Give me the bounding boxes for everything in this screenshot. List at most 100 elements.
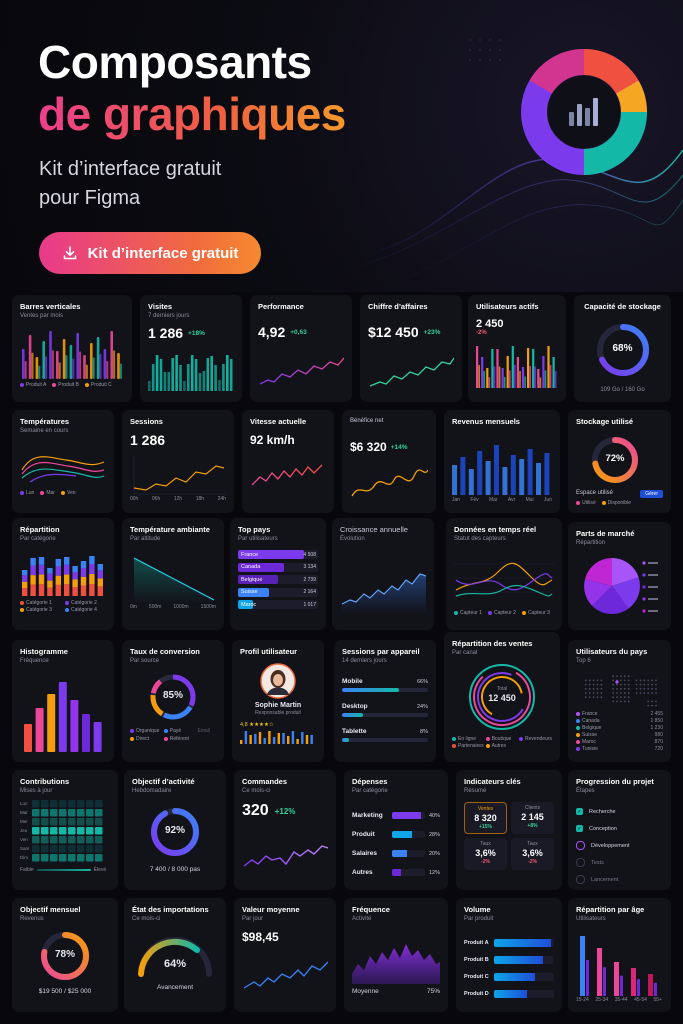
bar <box>527 449 533 495</box>
volume-row[interactable]: Produit C <box>464 968 554 985</box>
country-row[interactable]: Suisse 980 <box>576 731 663 738</box>
card-activity-goal[interactable]: Objectif d’activité Hebdomadaire 92% 7 4… <box>124 770 226 890</box>
device-row[interactable]: Desktop 24% <box>342 703 428 717</box>
device-name: Mobile <box>342 678 363 685</box>
step-circle-icon <box>576 841 585 850</box>
donut-arc <box>596 324 649 376</box>
card-age-distribution[interactable]: Répartition par âge Utilisateurs 15-24 2… <box>568 898 671 1012</box>
card-title: Volume <box>464 905 491 914</box>
card-active-users[interactable]: Utilisateurs actifs 2 450 -2% <box>468 295 566 402</box>
card-distribution[interactable]: Répartition Par catégorie Catégorie 1 Ca… <box>12 518 114 630</box>
card-net-profit[interactable]: Bénéfice net $6 320 +14% <box>342 410 436 513</box>
card-title: Capacité de stockage <box>584 302 661 311</box>
expense-row[interactable]: Marketing 40% <box>352 806 440 825</box>
heatmap-cell <box>32 836 40 844</box>
card-revenue[interactable]: Chiffre d’affaires $12 450 +23% <box>360 295 462 402</box>
country-row[interactable]: Belgique 1 230 <box>576 724 663 731</box>
volume-row[interactable]: Produit B <box>464 951 554 968</box>
country-row[interactable]: Suisse 2 164 <box>238 587 318 597</box>
map-dot <box>635 679 638 682</box>
card-user-profile[interactable]: Profil utilisateur Sophie Martin Respons… <box>232 640 324 762</box>
bar <box>532 349 535 388</box>
card-current-speed[interactable]: Vitesse actuelle 92 km/h <box>242 410 334 513</box>
card-volume[interactable]: Volume Par produit Produit A Produit B Pro… <box>456 898 562 1012</box>
project-step[interactable]: Tests <box>576 854 663 871</box>
heatmap-cell <box>68 800 76 808</box>
card-sessions-by-device[interactable]: Sessions par appareil 14 derniers jours … <box>334 640 436 762</box>
card-temperatures[interactable]: Températures Semaine en cours Lun Mar Ve… <box>12 410 114 513</box>
bar <box>119 363 122 379</box>
country-row[interactable]: Tunisie 720 <box>576 745 663 752</box>
legend-item: Organique <box>130 728 161 734</box>
country-name: Suisse <box>241 589 258 595</box>
project-step[interactable]: ✓ Recherche <box>576 803 663 820</box>
card-ambient-temperature[interactable]: Température ambiante Par altitude 0m 500… <box>122 518 224 630</box>
device-row[interactable]: Mobile 66% <box>342 678 428 692</box>
kpi-cell[interactable]: Clients 2 145 +8% <box>511 802 554 834</box>
card-monthly-goal[interactable]: Objectif mensuel Revenus 78% $19 500 / $… <box>12 898 118 1012</box>
bar <box>502 467 508 495</box>
card-expenses[interactable]: Dépenses Par catégorie Marketing 40% Produ… <box>344 770 448 890</box>
bar-segment <box>80 585 87 596</box>
map-dot <box>620 675 622 678</box>
heatmap-cell <box>77 818 85 826</box>
card-sessions[interactable]: Sessions 1 286 00h 06h 12h 18h 24h <box>122 410 234 513</box>
country-row[interactable]: Canada 1 850 <box>576 717 663 724</box>
country-row[interactable]: France 2 455 <box>576 710 663 717</box>
card-frequency[interactable]: Fréquence Activité Moyenne 75% <box>344 898 448 1012</box>
card-average-value[interactable]: Valeur moyenne Par jour $98,45 <box>234 898 336 1012</box>
expense-row[interactable]: Salaires 20% <box>352 844 440 863</box>
country-row[interactable]: Canada 3 134 <box>238 562 318 572</box>
card-annual-growth[interactable]: Croissance annuelle Évolution <box>332 518 434 630</box>
card-storage-capacity[interactable]: Capacité de stockage 68% 109 Go / 160 Go <box>574 295 671 402</box>
country-row[interactable]: France 4 508 <box>238 550 318 559</box>
project-step[interactable]: Développement <box>576 837 663 854</box>
bar <box>503 377 506 388</box>
card-title: Sessions par appareil <box>342 647 420 656</box>
expense-row[interactable]: Autres 12% <box>352 863 440 882</box>
card-project-progress[interactable]: Progression du projet Étapes ✓ Recherche ✓… <box>568 770 671 890</box>
card-performance[interactable]: Performance 4,92 +0,63 <box>250 295 352 402</box>
card-histogram[interactable]: Histogramme Fréquence <box>12 640 114 762</box>
country-row[interactable]: Maroc 870 <box>576 738 663 745</box>
country-row[interactable]: Maroc 1 017 <box>238 600 318 609</box>
card-orders[interactable]: Commandes Ce mois-ci 320 +12% <box>234 770 336 890</box>
heatmap-cell <box>68 845 76 853</box>
map-dot <box>620 687 622 690</box>
kpi-cell[interactable]: Ventes 8 320 +15% <box>464 802 507 834</box>
legend-item: Catégorie 2 <box>65 600 106 606</box>
card-used-storage[interactable]: Stockage utilisé 72% Espace utilisé Gére… <box>568 410 671 513</box>
bar <box>198 373 202 391</box>
kpi-cell[interactable]: Taux 3,6% -2% <box>464 838 507 870</box>
card-sales-distribution[interactable]: Répartition des ventes Par canal Total 1… <box>444 632 560 762</box>
card-top-countries[interactable]: Top pays Par utilisateurs France 4 508 Can… <box>230 518 326 630</box>
download-kit-button[interactable]: Kit d’interface gratuit <box>39 232 261 274</box>
card-import-status[interactable]: État des importations Ce mois-ci 64% Ava… <box>124 898 226 1012</box>
bar <box>603 967 606 996</box>
device-row[interactable]: Tablette 8% <box>342 728 428 742</box>
legend-item: Produit C <box>84 382 112 388</box>
card-monthly-revenue[interactable]: Revenus mensuels Jan Fév Mar Avr Mai Jun <box>444 410 560 513</box>
project-step[interactable]: Lancement <box>576 871 663 888</box>
country-row[interactable]: Belgique 2 739 <box>238 575 318 584</box>
storage-footer: 109 Go / 160 Go <box>600 387 645 393</box>
volume-row[interactable]: Produit D <box>464 985 554 1002</box>
device-value: 8% <box>420 728 428 735</box>
card-contributions[interactable]: Contributions Mises à jour Lun Mar Mer Jeu V… <box>12 770 118 890</box>
expense-row[interactable]: Produit 28% <box>352 825 440 844</box>
card-visits[interactable]: Visites 7 derniers jours 1 286 +18% <box>140 295 242 402</box>
project-step-label: Lancement <box>591 876 619 883</box>
heatmap-scale <box>36 868 91 872</box>
card-key-indicators[interactable]: Indicateurs clés Résumé Ventes 8 320 +15% C… <box>456 770 562 890</box>
volume-row[interactable]: Produit A <box>464 934 554 951</box>
project-step[interactable]: ✓ Conception <box>576 820 663 837</box>
kpi-cell[interactable]: Taux 3,6% -2% <box>511 838 554 870</box>
card-conversion-rate[interactable]: Taux de conversion Par source 85% Organi… <box>122 640 224 762</box>
card-realtime-data[interactable]: Données en temps réel Statut des capteur… <box>446 518 562 630</box>
card-subtitle: Hebdomadaire <box>132 788 172 794</box>
manage-storage-button[interactable]: Gérer <box>640 489 663 498</box>
card-market-share[interactable]: Parts de marché Répartition <box>568 522 671 630</box>
card-users-by-country[interactable]: Utilisateurs du pays Top 6 France 2 455 Ca… <box>568 640 671 762</box>
card-subtitle: Évolution <box>340 536 365 542</box>
card-vertical-bars[interactable]: Barres verticales Ventes par mois Produi… <box>12 295 132 402</box>
